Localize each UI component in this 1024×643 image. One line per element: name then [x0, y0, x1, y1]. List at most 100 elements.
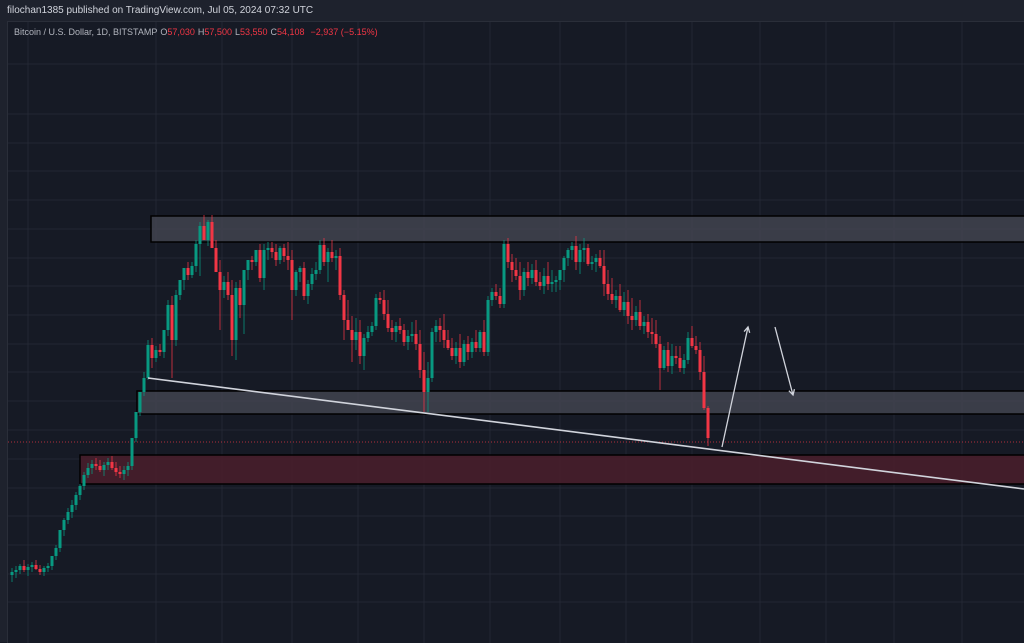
candle-body — [234, 288, 238, 340]
candlestick-plot[interactable] — [8, 22, 1024, 643]
candle-body — [126, 466, 130, 470]
candle-body — [450, 348, 454, 356]
candle-body — [478, 332, 482, 348]
projected-up-arrow — [721, 326, 749, 448]
candle-body — [26, 567, 30, 570]
candle-body — [486, 300, 490, 352]
candle-body — [254, 250, 258, 262]
candle-body — [598, 258, 602, 266]
candle-body — [542, 276, 546, 286]
candle-body — [186, 268, 190, 275]
candle-body — [358, 332, 362, 356]
mid-support-zone — [136, 390, 1024, 415]
candle-body — [170, 305, 174, 340]
candle-body — [586, 248, 590, 264]
candle-body — [174, 295, 178, 340]
candle-body — [18, 566, 22, 570]
symbol-legend: Bitcoin / U.S. Dollar, 1D, BITSTAMP O 57,… — [14, 27, 378, 37]
candle-body — [198, 226, 202, 244]
chart-pane[interactable]: Bitcoin / U.S. Dollar, 1D, BITSTAMP O 57,… — [7, 21, 1024, 643]
candle-body — [510, 262, 514, 270]
candle-body — [622, 302, 626, 310]
candle-body — [278, 248, 282, 260]
candle-body — [102, 465, 106, 470]
candle-body — [374, 298, 378, 326]
candle-body — [306, 284, 310, 296]
candle-body — [646, 322, 650, 332]
candle-body — [602, 266, 606, 284]
candle-body — [386, 314, 390, 328]
candle-body — [54, 548, 58, 556]
candle-body — [502, 244, 506, 304]
candle-body — [682, 360, 686, 368]
candle-body — [482, 332, 486, 352]
candle-body — [350, 330, 354, 340]
candle-body — [590, 262, 594, 264]
candle-body — [42, 568, 46, 572]
publish-info-bar: filochan1385 published on TradingView.co… — [0, 0, 1024, 21]
candle-body — [426, 378, 430, 392]
left-margin-strip — [0, 21, 7, 642]
candle-body — [90, 464, 94, 468]
arrow-head-icon — [788, 389, 796, 397]
candle-body — [650, 332, 654, 334]
candle-body — [178, 280, 182, 295]
candle-body — [14, 570, 18, 572]
candle-body — [10, 572, 14, 575]
trendline — [147, 377, 1024, 490]
candle-body — [490, 292, 494, 300]
candle-body — [666, 350, 670, 366]
candle-body — [462, 344, 466, 362]
candle-body — [614, 296, 618, 300]
change-value: −2,937 (−5.15%) — [310, 27, 378, 37]
candle-body — [606, 284, 610, 294]
candle-body — [322, 245, 326, 262]
candle-body — [114, 468, 118, 472]
candle-body — [262, 250, 266, 278]
candle-body — [46, 566, 50, 568]
candle-body — [150, 345, 154, 358]
candle-body — [534, 270, 538, 282]
candle-body — [366, 332, 370, 338]
candle-body — [138, 392, 142, 412]
candle-body — [626, 302, 630, 316]
candle-body — [594, 258, 598, 262]
candle-body — [286, 256, 290, 260]
candle-body — [38, 569, 42, 572]
candle-body — [610, 294, 614, 300]
candle-body — [538, 282, 542, 286]
candle-body — [182, 268, 186, 280]
open-value-pair: O 57,030 — [160, 27, 195, 37]
candle-body — [454, 348, 458, 356]
candle-body — [154, 350, 158, 358]
candle-body — [110, 462, 114, 468]
candle-body — [634, 312, 638, 320]
candle-body — [690, 338, 694, 346]
candle-body — [362, 338, 366, 356]
candle-body — [142, 378, 146, 392]
symbol-label: Bitcoin / U.S. Dollar, 1D, BITSTAMP — [14, 27, 158, 37]
candle-body — [702, 372, 706, 408]
candle-body — [22, 566, 26, 570]
publish-text: filochan1385 published on TradingView.co… — [7, 5, 314, 16]
candle-body — [554, 280, 558, 282]
open-value: 57,030 — [167, 27, 195, 37]
candle-body — [270, 248, 274, 252]
candle-body — [562, 258, 566, 270]
candle-body — [418, 344, 422, 370]
candle-body — [434, 326, 438, 332]
candle-body — [354, 332, 358, 340]
candle-body — [78, 486, 82, 495]
candle-body — [346, 320, 350, 330]
candle-body — [146, 345, 150, 378]
arrow-head-icon — [743, 325, 751, 333]
candle-body — [122, 470, 126, 474]
candle-body — [654, 334, 658, 344]
candle-body — [410, 334, 414, 336]
candle-body — [458, 348, 462, 362]
candle-body — [390, 328, 394, 332]
candle-body — [442, 330, 446, 340]
candle-body — [86, 468, 90, 475]
low-value-pair: L 53,550 — [234, 27, 268, 37]
candle-body — [566, 250, 570, 258]
